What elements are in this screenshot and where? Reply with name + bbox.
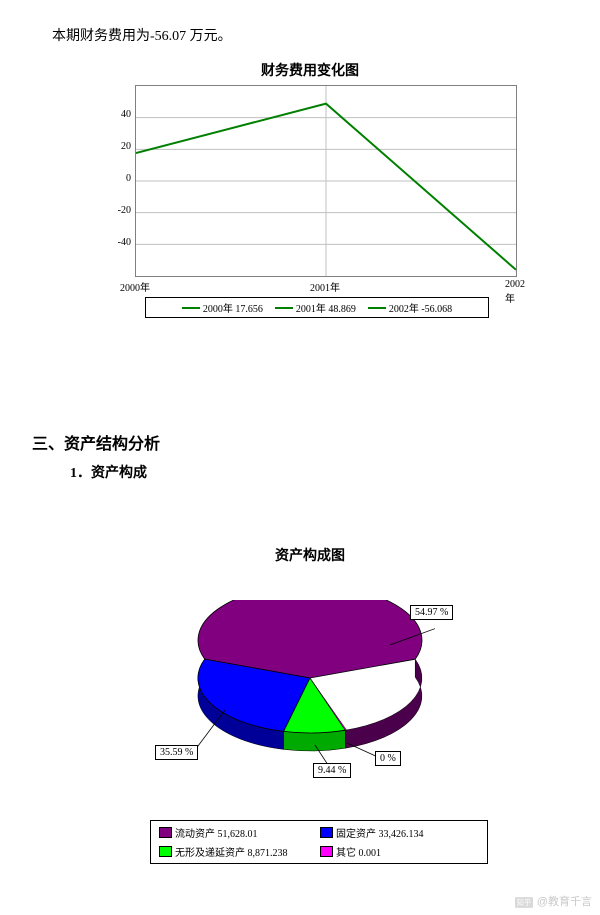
pie-legend-label-3: 其它 0.001 (336, 844, 381, 859)
line-chart-container: 财务费用变化图 40 20 0 -20 -40 2000年 2001年 2002… (95, 60, 525, 320)
swatch-icon (320, 846, 333, 857)
line-chart-plot (135, 85, 517, 277)
swatch-icon (159, 846, 172, 857)
pie-chart-legend: 流动资产 51,628.01 固定资产 33,426.134 无形及递延资产 8… (150, 820, 488, 864)
pie-pct-0: 54.97 % (410, 605, 453, 620)
line-chart-title: 财务费用变化图 (95, 60, 525, 80)
pie-pct-1: 35.59 % (155, 745, 198, 760)
pie-legend-0: 流动资产 51,628.01 (159, 825, 304, 840)
line-chart-legend: 2000年 17.656 2001年 48.869 2002年 -56.068 (145, 297, 489, 318)
swatch-icon (159, 827, 172, 838)
legend-label-2: 2002年 -56.068 (389, 300, 452, 315)
legend-swatch-line (182, 307, 200, 309)
pie-chart-plot (185, 600, 435, 770)
pie-chart-container: 资产构成图 54.97 (95, 545, 525, 865)
legend-label-0: 2000年 17.656 (203, 300, 263, 315)
legend-item-0: 2000年 17.656 (182, 300, 263, 315)
pie-pct-3: 0 % (375, 751, 401, 766)
watermark-text: @教育千言 (537, 896, 592, 908)
pie-pct-2: 9.44 % (313, 763, 351, 778)
pie-legend-label-0: 流动资产 51,628.01 (175, 825, 258, 840)
xtick-0: 2000年 (120, 279, 150, 294)
ytick-20: 20 (95, 141, 131, 152)
intro-paragraph: 本期财务费用为-56.07 万元。 (52, 25, 232, 45)
xtick-1: 2001年 (310, 279, 340, 294)
pie-chart-title: 资产构成图 (95, 545, 525, 565)
ytick-n40: -40 (95, 237, 131, 248)
pie-legend-label-2: 无形及递延资产 8,871.238 (175, 844, 288, 859)
legend-item-1: 2001年 48.869 (275, 300, 356, 315)
section-3-sub-1: 1．资产构成 (70, 462, 147, 482)
pie-legend-label-1: 固定资产 33,426.134 (336, 825, 424, 840)
legend-item-2: 2002年 -56.068 (368, 300, 452, 315)
pie-legend-1: 固定资产 33,426.134 (320, 825, 465, 840)
legend-swatch-line (368, 307, 386, 309)
zhihu-logo-icon: 知乎 (515, 897, 533, 908)
legend-swatch-line (275, 307, 293, 309)
ytick-40: 40 (95, 109, 131, 120)
pie-legend-2: 无形及递延资产 8,871.238 (159, 844, 304, 859)
ytick-0: 0 (95, 173, 131, 184)
legend-label-1: 2001年 48.869 (296, 300, 356, 315)
pie-legend-3: 其它 0.001 (320, 844, 465, 859)
xtick-2: 2002年 (505, 279, 525, 305)
swatch-icon (320, 827, 333, 838)
ytick-n20: -20 (95, 205, 131, 216)
zhihu-watermark: 知乎 @教育千言 (515, 893, 592, 909)
section-3-heading: 三、资产结构分析 (32, 430, 160, 454)
svg-text:知乎: 知乎 (517, 898, 531, 907)
